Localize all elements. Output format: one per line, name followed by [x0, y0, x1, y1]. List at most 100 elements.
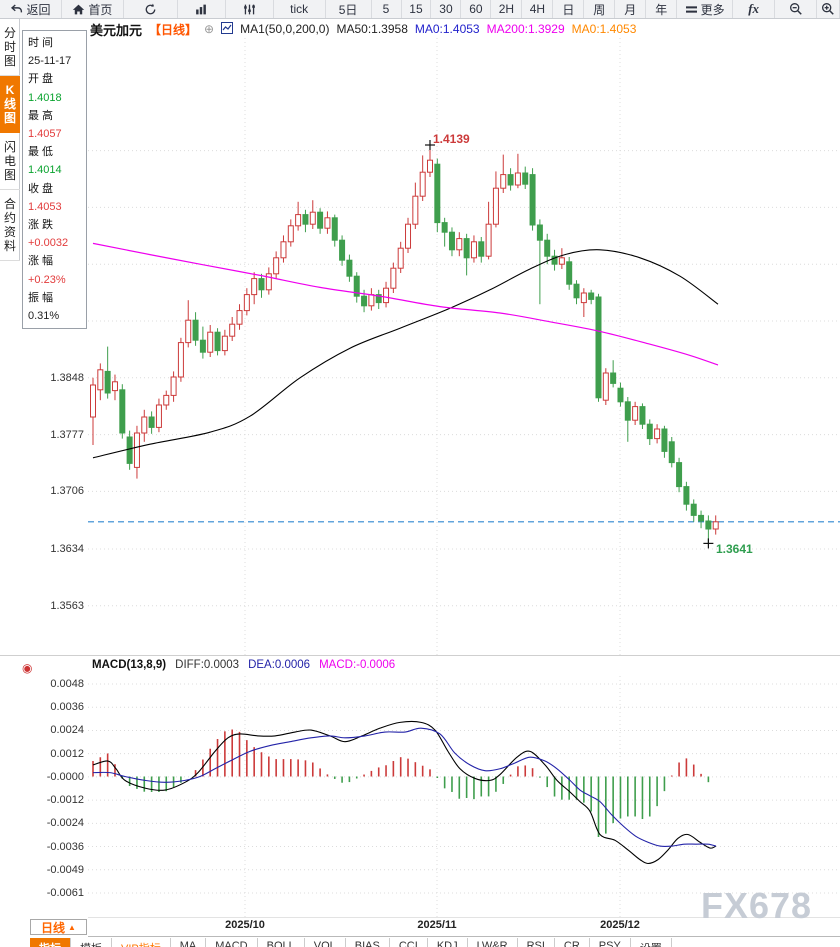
ma-settings-label[interactable]: MA1(50,0,200,0) — [240, 22, 330, 36]
candle-body — [500, 174, 507, 189]
candle-body — [397, 247, 404, 269]
candle-body — [705, 520, 712, 530]
candle-body — [390, 267, 397, 289]
candle-body — [654, 428, 661, 440]
macd-tick-label: 0.0024 — [50, 724, 84, 737]
candle-body — [331, 217, 338, 241]
candle-body — [317, 211, 324, 229]
indicator-settings-button[interactable] — [226, 0, 274, 18]
candle-body — [309, 211, 316, 225]
macd-header: MACD(13,8,9) DIFF:0.0003 DEA:0.0006 MACD… — [92, 659, 395, 671]
period-5m-button[interactable]: 5 — [372, 0, 402, 18]
ma50-line — [92, 249, 719, 459]
tick-period-button[interactable]: tick — [274, 0, 326, 18]
info-value: 1.4018 — [28, 91, 62, 104]
tab-psy[interactable]: PSY — [590, 938, 631, 947]
price-tick-label: 1.3563 — [50, 599, 84, 612]
period-month-button[interactable]: 月 — [615, 0, 647, 18]
period-60m-button[interactable]: 60 — [461, 0, 492, 18]
period-30m-button-label: 30 — [439, 2, 453, 16]
info-label: 开 盘 — [28, 73, 54, 86]
macd-params[interactable]: MACD(13,8,9) — [92, 659, 167, 671]
candle-body — [441, 222, 448, 233]
zoom-out-button[interactable] — [775, 0, 818, 18]
period-15m-button[interactable]: 15 — [402, 0, 432, 18]
candle-body — [470, 241, 477, 259]
tab-lwr[interactable]: LW&R — [468, 938, 518, 947]
tab-vol[interactable]: VOL — [305, 938, 346, 947]
panel-divider — [0, 655, 840, 656]
period-4h-button[interactable]: 4H — [522, 0, 554, 18]
period-year-button[interactable]: 年 — [646, 0, 678, 18]
home-button[interactable]: 首页 — [62, 0, 124, 18]
candle-body — [119, 389, 126, 434]
tab-contract-info[interactable]: 合约资料 — [0, 190, 20, 261]
candle-body — [214, 331, 221, 352]
candle-body — [361, 295, 368, 307]
candle-body — [456, 238, 463, 251]
period-30m-button[interactable]: 30 — [431, 0, 462, 18]
period-5d-button[interactable]: 5日 — [326, 0, 372, 18]
tab-kline-chart[interactable]: K线图 — [0, 76, 20, 133]
period-week-button[interactable]: 周 — [584, 0, 616, 18]
menu-icon — [685, 4, 698, 15]
period-60m-button-label: 60 — [469, 2, 483, 16]
macd-tick-label: -0.0036 — [46, 840, 84, 853]
info-value: 0.31% — [28, 310, 60, 323]
chart-style-button[interactable] — [178, 0, 226, 18]
tab-ma[interactable]: MA — [171, 938, 207, 947]
candle-body — [353, 275, 360, 297]
refresh-button[interactable] — [124, 0, 178, 18]
tab-cr[interactable]: CR — [555, 938, 590, 947]
candle-body — [617, 387, 624, 403]
tab-rsi[interactable]: RSI — [518, 938, 555, 947]
tab-indicator[interactable]: 指标 — [30, 938, 71, 947]
fx-button[interactable]: fx — [733, 0, 776, 18]
candle-body — [155, 404, 162, 428]
candle-body — [221, 335, 228, 352]
period-2h-button[interactable]: 2H — [491, 0, 523, 18]
date-tick-label: 2025/11 — [417, 919, 457, 931]
mini-chart-icon[interactable] — [221, 21, 234, 37]
undo-icon — [10, 3, 23, 16]
candle-body — [463, 238, 470, 259]
macd-settings-icon[interactable]: ◉ — [22, 661, 33, 675]
candle-body — [683, 486, 690, 505]
home-button-label: 首页 — [88, 2, 113, 17]
candle-body — [536, 224, 543, 241]
period-selector-button[interactable]: 日线 ▲ — [30, 919, 87, 935]
macd-tick-label: -0.0049 — [46, 863, 84, 876]
tick-period-button-label: tick — [290, 2, 309, 16]
candle-body — [514, 172, 521, 186]
candle-body — [111, 381, 118, 392]
macd-diff-line — [92, 720, 717, 865]
tab-lightning-chart[interactable]: 闪电图 — [0, 133, 20, 190]
tab-settings[interactable]: 设置 — [631, 938, 672, 947]
candle-body — [295, 214, 302, 227]
candle-body — [419, 171, 426, 197]
home-icon — [72, 3, 85, 16]
chevron-up-icon: ▲ — [68, 922, 76, 932]
chart-type-tabs: 分时图 K线图 闪电图 合约资料 — [0, 19, 20, 261]
indicator-tab-bar: 指标模板VIP指标MAMACDBOLLVOLBIASCCIKDJLW&RRSIC… — [30, 938, 672, 947]
candle-body — [668, 441, 675, 464]
tab-time-chart[interactable]: 分时图 — [0, 19, 20, 76]
tab-cci[interactable]: CCI — [390, 938, 428, 947]
candle-body — [148, 416, 155, 428]
tab-template[interactable]: 模板 — [71, 938, 112, 947]
tab-boll[interactable]: BOLL — [258, 938, 305, 947]
zoom-in-button[interactable] — [817, 0, 840, 18]
candle-body — [646, 423, 653, 440]
circle-plus-icon[interactable]: ⊕ — [204, 22, 215, 36]
period-day-button[interactable]: 日 — [553, 0, 585, 18]
back-button[interactable]: 返回 — [0, 0, 62, 18]
more-button[interactable]: 更多 — [677, 0, 734, 18]
tab-vip-indicator[interactable]: VIP指标 — [112, 938, 171, 947]
info-label: 振 幅 — [28, 291, 54, 304]
symbol-name: 美元加元 — [90, 22, 143, 38]
tab-macd[interactable]: MACD — [206, 938, 258, 947]
candle-body — [280, 241, 287, 259]
tab-bias[interactable]: BIAS — [346, 938, 390, 947]
tab-kdj[interactable]: KDJ — [428, 938, 468, 947]
